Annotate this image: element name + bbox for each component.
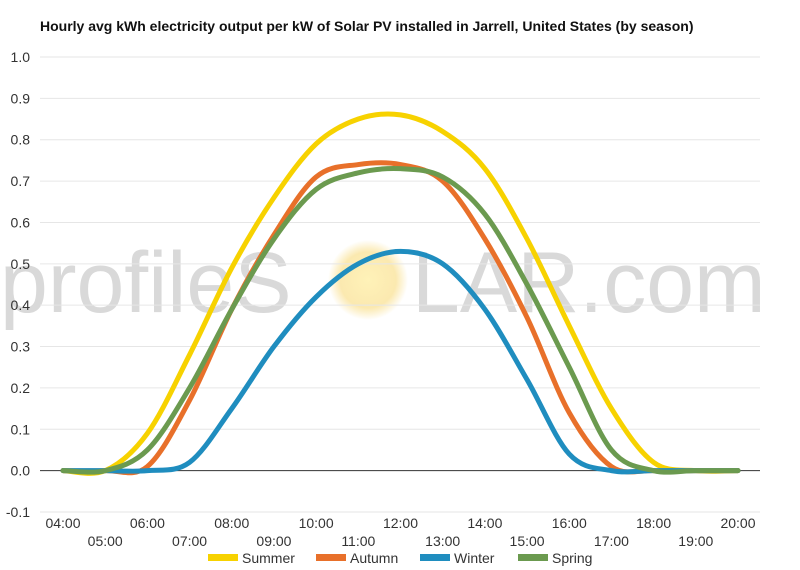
series-lines [60, 111, 741, 476]
y-tick-label: 0.5 [11, 256, 31, 272]
x-tick-label: 19:00 [678, 533, 713, 549]
x-tick-label: 12:00 [383, 515, 418, 531]
x-axis: 04:00 05:00 06:00 07:00 08:00 09:00 10:00 11:00… [45, 515, 755, 549]
series-line-autumn [60, 160, 741, 476]
x-tick-label: 10:00 [299, 515, 334, 531]
y-tick-label: 0.8 [11, 132, 31, 148]
x-tick-label: 15:00 [510, 533, 545, 549]
y-tick-label: 0.7 [11, 173, 31, 189]
series-line-summer [60, 111, 741, 476]
y-tick-label: 0.9 [11, 90, 31, 106]
x-tick-label: 11:00 [341, 533, 375, 549]
legend-label-winter: Winter [454, 550, 495, 566]
legend-label-spring: Spring [552, 550, 592, 566]
x-tick-label: 05:00 [88, 533, 123, 549]
y-tick-label: 0.2 [11, 380, 31, 396]
legend-swatch-spring [518, 554, 548, 561]
y-tick-label: 0.6 [11, 214, 31, 230]
y-tick-label: -0.1 [6, 504, 30, 520]
watermark-sun-icon [328, 240, 408, 320]
series-line-spring [60, 166, 741, 475]
legend: Summer Autumn Winter Spring [208, 550, 592, 566]
y-tick-label: 0.3 [11, 339, 31, 355]
x-tick-label: 08:00 [214, 515, 249, 531]
series-line-winter [60, 248, 741, 475]
x-tick-label: 06:00 [130, 515, 165, 531]
legend-swatch-summer [208, 554, 238, 561]
legend-label-summer: Summer [242, 550, 295, 566]
grid-lines [40, 56, 760, 513]
legend-label-autumn: Autumn [350, 550, 398, 566]
x-tick-label: 17:00 [594, 533, 629, 549]
legend-swatch-winter [420, 554, 450, 561]
x-tick-label: 09:00 [256, 533, 291, 549]
y-tick-label: 1.0 [11, 49, 31, 65]
x-tick-label: 07:00 [172, 533, 207, 549]
x-tick-label: 04:00 [45, 515, 80, 531]
y-tick-label: 0.4 [11, 297, 31, 313]
y-tick-label: 0.0 [11, 463, 31, 479]
legend-swatch-autumn [316, 554, 346, 561]
y-tick-label: 0.1 [11, 421, 31, 437]
x-tick-label: 18:00 [636, 515, 671, 531]
chart-title: Hourly avg kWh electricity output per kW… [40, 18, 694, 34]
x-tick-label: 13:00 [425, 533, 460, 549]
x-tick-label: 20:00 [720, 515, 755, 531]
x-tick-label: 16:00 [552, 515, 587, 531]
watermark: profileS LAR.com [0, 240, 766, 330]
x-tick-label: 14:00 [467, 515, 502, 531]
watermark-text-right: LAR.com [412, 240, 766, 330]
y-axis: -0.1 0.0 0.1 0.2 0.3 0.4 0.5 0.6 0.7 0.8 0.9 1.0 [6, 49, 30, 520]
